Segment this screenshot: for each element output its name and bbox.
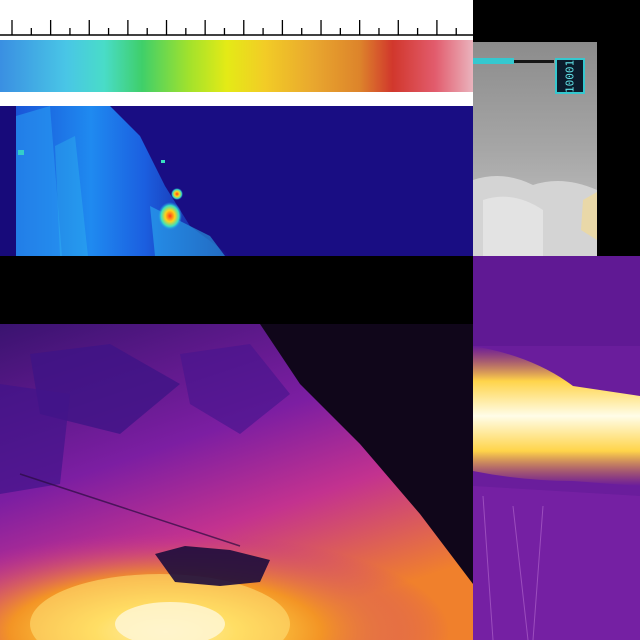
violet-hot-beam xyxy=(473,346,640,486)
inferno-hotspot xyxy=(115,602,225,640)
inferno-dark-object xyxy=(155,546,270,586)
ir-progress-bar xyxy=(473,58,514,64)
color-scale-panel xyxy=(0,0,473,106)
ir-grayscale-image xyxy=(473,0,640,256)
ir-counter-label: 10001 xyxy=(555,58,585,94)
thermal-map-inferno xyxy=(0,324,473,640)
colorbar xyxy=(0,40,473,92)
hotspot-small xyxy=(171,188,183,200)
thermal-map-violet-image xyxy=(473,256,640,640)
thermal-map-navy-image xyxy=(0,106,473,256)
ruler-ticks xyxy=(11,20,457,35)
ir-grayscale-panel xyxy=(473,0,640,256)
hotspot-large xyxy=(158,202,182,230)
thermal-map-violet xyxy=(473,256,640,640)
thermal-map-navy xyxy=(0,106,473,256)
black-band xyxy=(0,256,473,324)
thermal-map-inferno-image xyxy=(0,324,473,640)
scale-ruler xyxy=(0,20,473,36)
